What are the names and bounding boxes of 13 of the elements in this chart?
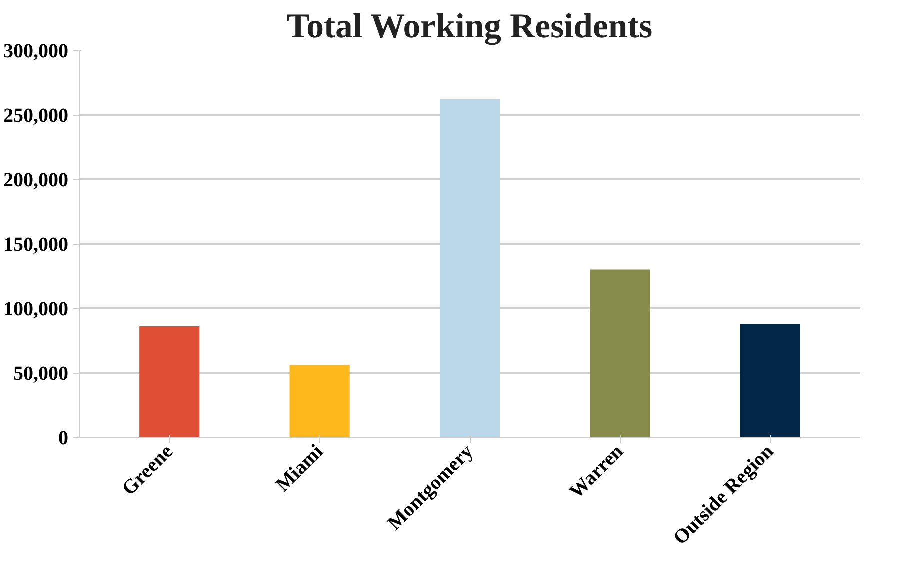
y-tick-label: 300,000 xyxy=(4,40,68,62)
y-tick-label: 150,000 xyxy=(4,234,68,256)
bar xyxy=(290,365,350,438)
y-tick-label: 200,000 xyxy=(4,170,68,192)
y-tick-label: 250,000 xyxy=(4,105,68,127)
y-tick-label: 100,000 xyxy=(4,298,68,320)
bar xyxy=(440,100,500,438)
y-tick-label: 0 xyxy=(58,428,68,450)
bar xyxy=(740,324,800,438)
y-tick-label: 50,000 xyxy=(14,363,68,385)
bar xyxy=(590,270,650,438)
chart-title: Total Working Residents xyxy=(286,8,653,46)
bar xyxy=(140,326,200,438)
